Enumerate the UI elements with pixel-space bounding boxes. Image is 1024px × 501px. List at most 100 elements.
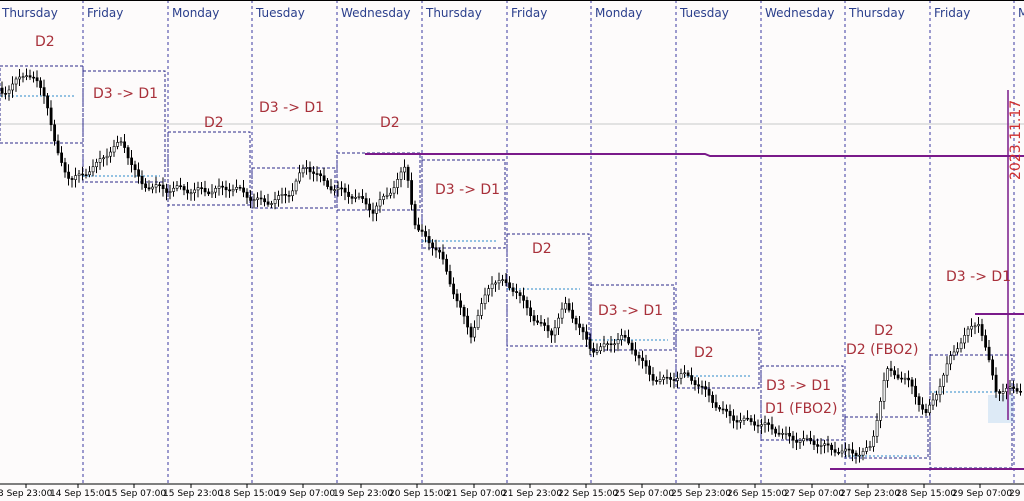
candle-body: [161, 184, 165, 190]
candle-body: [522, 295, 526, 301]
candle-body: [343, 187, 347, 193]
candle-body: [494, 282, 498, 285]
range-box: [844, 416, 929, 459]
candle-body: [305, 167, 309, 169]
candle-body: [21, 76, 25, 78]
candle-body: [658, 379, 662, 382]
candle-body: [256, 197, 260, 200]
candle-body: [539, 322, 543, 324]
candle-body: [406, 166, 410, 181]
candle-body: [112, 146, 116, 153]
candle-body: [336, 187, 340, 190]
annotation: D3 -> D1: [946, 269, 1011, 285]
candle-body: [592, 348, 596, 353]
candle-body: [385, 194, 389, 197]
time-label: 19 Sep 23:00: [333, 489, 393, 499]
candle-body: [543, 322, 547, 326]
candle-body: [207, 191, 211, 195]
candle-body: [868, 446, 872, 448]
range-box: [590, 284, 675, 351]
candle-body: [53, 124, 57, 142]
candle-body: [361, 196, 365, 199]
candle-body: [823, 443, 827, 446]
candle-body: [77, 173, 81, 176]
candle-body: [648, 365, 652, 375]
candle-body: [637, 355, 641, 359]
range-box: [167, 131, 251, 206]
candle-body: [280, 193, 284, 196]
candle-body: [172, 187, 176, 192]
candle-body: [396, 179, 400, 188]
candle-body: [756, 424, 760, 427]
candle-body: [627, 337, 631, 344]
candle-body: [179, 185, 183, 188]
candle-body: [879, 401, 883, 421]
candle-body: [994, 374, 998, 392]
candle-body: [350, 196, 354, 199]
candle-body: [784, 432, 788, 435]
candle-body: [767, 422, 771, 425]
candle-body: [214, 188, 218, 193]
range-box: [760, 365, 844, 441]
candle-body: [774, 428, 778, 434]
candle-body: [504, 279, 508, 284]
candle-body: [1001, 391, 1005, 394]
candle-body: [284, 193, 288, 196]
candle-body: [606, 343, 610, 346]
candle-body: [375, 205, 379, 214]
time-label: 25 Sep 23:00: [671, 489, 731, 499]
candle-body: [928, 404, 932, 413]
candle-body: [151, 186, 155, 190]
candle-body: [567, 303, 571, 311]
candle-body: [602, 343, 606, 348]
candle-body: [987, 346, 991, 361]
candle-body: [676, 377, 680, 381]
candle-body: [725, 408, 729, 412]
candle-body: [252, 199, 256, 201]
candle-body: [777, 432, 781, 435]
time-label: 29 Sep 07:00: [952, 489, 1012, 499]
candle-body: [914, 385, 918, 397]
day-label: Friday: [87, 6, 123, 20]
candle-body: [490, 283, 494, 289]
candle-body: [459, 300, 463, 308]
time-label: 21 Sep 23:00: [502, 489, 562, 499]
candle-body: [896, 374, 900, 379]
candle-body: [536, 320, 540, 323]
candle-body: [1019, 390, 1023, 393]
candle-body: [420, 229, 424, 232]
candle-body: [448, 271, 452, 285]
day-label: Monday: [595, 6, 642, 20]
time-label: 26 Sep 15:00: [727, 489, 787, 499]
annotation: D2 (FBO2): [846, 342, 918, 358]
candle-body: [399, 171, 403, 180]
candle-body: [910, 379, 914, 387]
level-line: [365, 153, 1024, 157]
candle-body: [760, 424, 764, 427]
time-label: 19 Sep 07:00: [275, 489, 335, 499]
candle-body: [497, 280, 501, 284]
candle-body: [392, 187, 396, 194]
candle-body: [193, 189, 197, 194]
time-label: 27 Sep 07:00: [784, 489, 844, 499]
candle-body: [326, 180, 330, 187]
candle-body: [564, 303, 568, 310]
candle-body: [942, 374, 946, 387]
candle-body: [102, 157, 106, 160]
candle-body: [581, 327, 585, 333]
time-label: 15 Sep 23:00: [163, 489, 223, 499]
candle-body: [39, 80, 43, 88]
candle-body: [84, 174, 88, 176]
candle-body: [956, 348, 960, 353]
candle-body: [382, 195, 386, 200]
candle-body: [728, 410, 732, 417]
annotation: D3 -> D1: [93, 86, 158, 102]
candle-body: [938, 386, 942, 396]
candle-body: [732, 415, 736, 421]
candle-body: [301, 168, 305, 174]
candle-body: [781, 433, 785, 435]
candle-body: [98, 158, 102, 163]
candle-body: [714, 402, 718, 408]
candle-body: [889, 368, 893, 371]
